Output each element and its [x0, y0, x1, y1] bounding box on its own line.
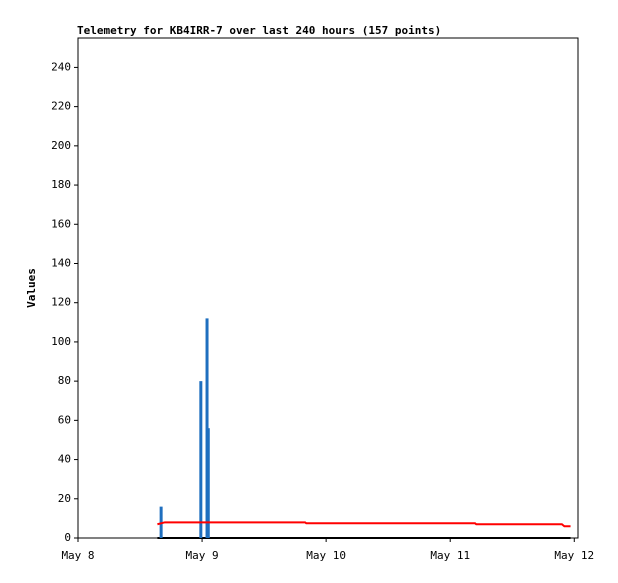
y-tick-label: 100 — [51, 335, 71, 348]
y-tick-label: 20 — [58, 492, 71, 505]
x-tick-label: May 10 — [306, 549, 346, 562]
y-tick-label: 120 — [51, 296, 71, 309]
y-tick-label: 60 — [58, 413, 71, 426]
bar — [206, 428, 210, 538]
chart-title: Telemetry for KB4IRR-7 over last 240 hou… — [77, 24, 441, 37]
x-tick-label: May 12 — [554, 549, 594, 562]
y-tick-label: 0 — [64, 531, 71, 544]
y-tick-label: 180 — [51, 178, 71, 191]
x-tick-label: May 11 — [430, 549, 470, 562]
y-tick-label: 240 — [51, 60, 71, 73]
y-tick-label: 160 — [51, 217, 71, 230]
y-tick-label: 40 — [58, 453, 71, 466]
x-tick-label: May 9 — [186, 549, 219, 562]
series-line — [157, 521, 571, 528]
y-tick-label: 80 — [58, 374, 71, 387]
x-tick-label: May 8 — [61, 549, 94, 562]
y-tick-label: 140 — [51, 256, 71, 269]
plot-frame — [77, 37, 579, 539]
y-tick-label: 220 — [51, 100, 71, 113]
bar — [199, 381, 203, 538]
y-tick-label: 200 — [51, 139, 71, 152]
y-axis-label: Values — [25, 268, 38, 308]
